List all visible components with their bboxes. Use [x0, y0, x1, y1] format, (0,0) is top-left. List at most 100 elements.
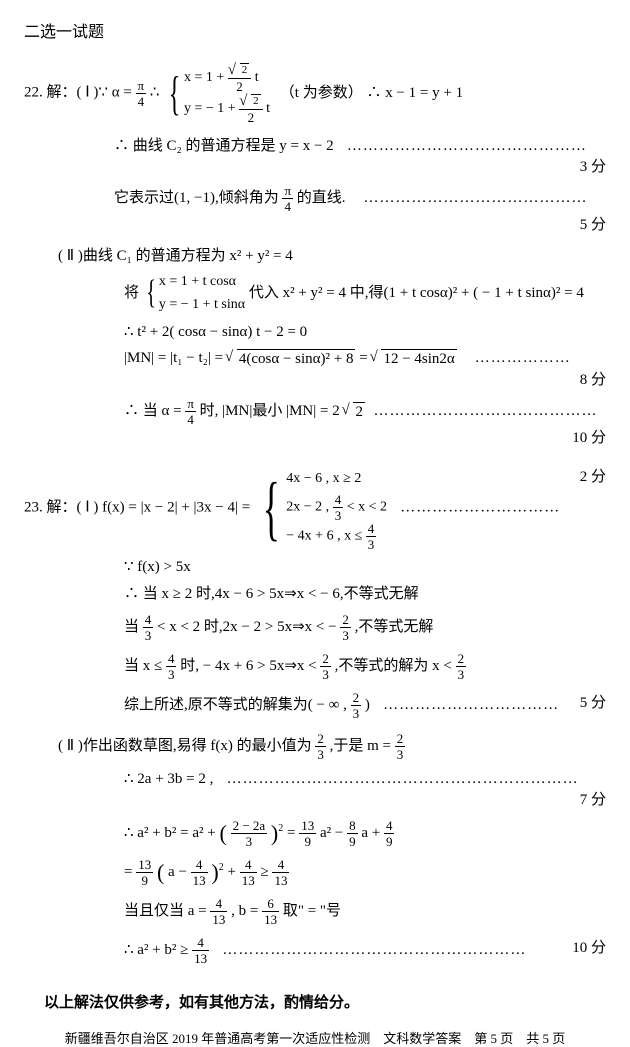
score-badge: 2 分	[580, 465, 606, 486]
frac: 413	[210, 897, 227, 926]
num: 4	[366, 522, 377, 537]
text: =	[124, 864, 136, 880]
score-badge: 10 分	[572, 426, 606, 447]
text: ∴ 2a + 3b = 2 ,	[124, 771, 213, 787]
text: 取" = "号	[283, 903, 341, 919]
frac: 23	[351, 691, 362, 720]
q23-l5: 当 x ≤ 43 时, − 4x + 6 > 5x⇒x < 23 ,不等式的解为…	[24, 652, 606, 681]
q23-line1: 23. 解：( Ⅰ ) f(x) = |x − 2| + |3x − 4| = …	[24, 465, 606, 551]
dots: ………………………………………	[337, 138, 596, 154]
frac: π4	[185, 397, 196, 426]
paren: (	[219, 821, 226, 846]
frac: 139	[299, 819, 316, 848]
text: 当	[124, 619, 139, 635]
text: 时, − 4x + 6 > 5x⇒x <	[180, 658, 320, 674]
q23-tag: 23.	[24, 499, 43, 515]
text: ,不等式无解	[355, 619, 434, 635]
num: 8	[347, 819, 358, 834]
sup: 2	[278, 823, 283, 834]
num: 2 − 2a	[231, 819, 268, 834]
text: t	[255, 70, 259, 85]
text: a −	[168, 864, 191, 880]
den: 9	[347, 834, 358, 848]
frac: 43	[143, 613, 154, 642]
text: |MN| = |t₁ − t₂| =	[124, 350, 227, 366]
text: a² −	[320, 825, 347, 841]
den: 9	[299, 834, 316, 848]
section-title: 二选一试题	[24, 18, 606, 42]
num: 2	[239, 93, 263, 110]
den: 13	[240, 873, 257, 887]
text: < x < 2	[347, 500, 387, 515]
brace-icon: {	[146, 278, 156, 309]
score-badge: 7 分	[580, 788, 606, 809]
den: 13	[192, 951, 209, 965]
den: 4	[185, 412, 196, 426]
q23-l3: ∴ 当 x ≥ 2 时,4x − 6 > 5x⇒x < − 6,不等式无解	[24, 582, 606, 603]
rad: 2	[353, 402, 365, 421]
rad: 2	[240, 63, 250, 77]
text: 当 x ≤	[124, 658, 166, 674]
num: 2	[315, 732, 326, 747]
num: 4	[333, 493, 344, 508]
den: 3	[351, 706, 362, 720]
brace-icon: {	[263, 476, 280, 541]
brace-icon: {	[169, 72, 181, 115]
q22-line1: 22. 解：( Ⅰ )∵ α = π 4 ∴ { x = 1 + 2 2 t y…	[24, 62, 606, 124]
text: 的直线.	[297, 190, 346, 206]
num: 4	[192, 936, 209, 951]
num: 6	[262, 897, 279, 912]
q23-l12: ∴ a² + b² ≥ 413 ………………………………………………… 10 分	[24, 936, 606, 965]
q22-l6: ∴ t² + 2( cosα − sinα) t − 2 = 0	[24, 322, 606, 341]
text: 4x − 6 , x ≥ 2	[286, 465, 387, 493]
text: y = − 1 +	[184, 101, 239, 116]
num: π	[136, 79, 147, 94]
sqrt: 2	[343, 402, 365, 421]
den: 4	[136, 94, 147, 108]
text: ∴ a² + b² ≥	[124, 942, 192, 958]
den: 13	[272, 873, 289, 887]
num: 2	[340, 613, 351, 628]
num: π	[282, 184, 293, 199]
score-badge: 3 分	[580, 155, 606, 176]
dots: …………………………………………………………	[217, 771, 588, 787]
score-badge: 5 分	[580, 213, 606, 234]
frac: 413	[272, 858, 289, 887]
num: π	[185, 397, 196, 412]
q23-l8: ∴ 2a + 3b = 2 , ………………………………………………………… 7…	[24, 769, 606, 809]
num: 2	[228, 62, 252, 79]
frac: 413	[192, 936, 209, 965]
den: 13	[210, 912, 227, 926]
text: =	[287, 825, 299, 841]
den: 13	[191, 873, 208, 887]
num: 13	[299, 819, 316, 834]
frac: 613	[262, 897, 279, 926]
cases: x = 1 + t cosα y = − 1 + t sinα	[159, 271, 245, 316]
q22-param: （t 为参数） ∴ x − 1 = y + 1	[280, 85, 463, 101]
text: ∴ a² + b² = a² +	[124, 825, 219, 841]
q22-II: ( Ⅱ )曲线 C₁ 的普通方程为 x² + y² = 4	[24, 244, 606, 265]
text: 它表示过(1, −1),倾斜角为	[114, 190, 279, 206]
num: 4	[210, 897, 227, 912]
num: 2	[320, 652, 331, 667]
num: 4	[143, 613, 154, 628]
text: ,不等式的解为 x <	[335, 658, 456, 674]
dots: ……………………………	[374, 697, 569, 713]
page: 二选一试题 22. 解：( Ⅰ )∵ α = π 4 ∴ { x = 1 + 2…	[0, 0, 630, 1010]
den: 13	[262, 912, 279, 926]
frac: 89	[347, 819, 358, 848]
frac: 43	[166, 652, 177, 681]
page-footer: 新疆维吾尔自治区 2019 年普通高考第一次适应性检测 文科数学答案 第 5 页…	[24, 1028, 606, 1047]
paren: )	[211, 860, 218, 885]
frac: 43	[333, 493, 344, 522]
frac: 23	[395, 732, 406, 761]
sup: 2	[219, 862, 224, 873]
rad: 2	[251, 94, 261, 108]
q22-l8: ∴ 当 α = π4 时, |MN|最小 |MN| = 2 2 ………………………	[24, 397, 606, 447]
text: x = 1 +	[184, 70, 228, 85]
den: 9	[384, 834, 395, 848]
den: 3	[366, 537, 377, 551]
tail-note: 以上解法仅供参考，如有其他方法，酌情给分。	[24, 991, 606, 1012]
frac: 23	[456, 652, 467, 681]
rad: 4(cosα − sinα)² + 8	[237, 349, 356, 368]
